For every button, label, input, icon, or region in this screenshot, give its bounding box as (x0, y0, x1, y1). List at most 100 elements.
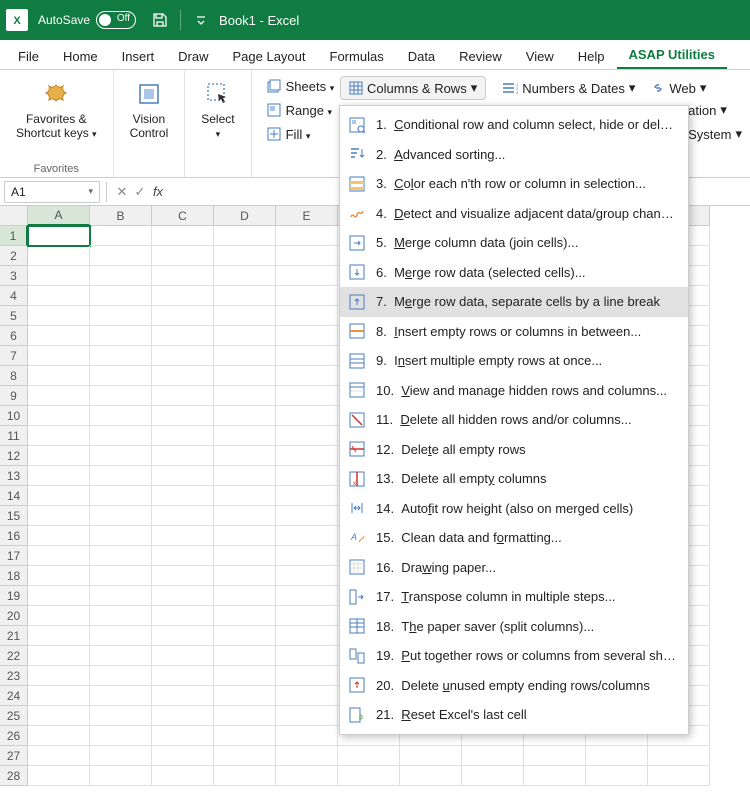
cell[interactable] (90, 526, 152, 546)
cell[interactable] (276, 306, 338, 326)
cell[interactable] (90, 506, 152, 526)
fill-button[interactable]: Fill ▾ (262, 124, 339, 144)
cell[interactable] (28, 406, 90, 426)
cell[interactable] (152, 526, 214, 546)
cell[interactable] (28, 346, 90, 366)
cell[interactable] (214, 566, 276, 586)
cell[interactable] (28, 566, 90, 586)
cell[interactable] (152, 246, 214, 266)
cell[interactable] (28, 466, 90, 486)
cell[interactable] (276, 226, 338, 246)
cell[interactable] (214, 666, 276, 686)
cell[interactable] (214, 686, 276, 706)
cell[interactable] (214, 366, 276, 386)
cell[interactable] (276, 586, 338, 606)
cell[interactable] (276, 646, 338, 666)
qat-customize-button[interactable] (191, 10, 211, 30)
cell[interactable] (214, 766, 276, 786)
cell[interactable] (152, 266, 214, 286)
cell[interactable] (276, 686, 338, 706)
tab-formulas[interactable]: Formulas (318, 43, 396, 69)
cell[interactable] (28, 386, 90, 406)
menu-item-insertmulti[interactable]: 9. Insert multiple empty rows at once... (340, 346, 688, 376)
cell[interactable] (90, 346, 152, 366)
cell[interactable] (152, 386, 214, 406)
menu-item-viewhidden[interactable]: 10. View and manage hidden rows and colu… (340, 376, 688, 406)
cell[interactable] (28, 586, 90, 606)
cell[interactable] (90, 546, 152, 566)
column-header[interactable]: C (152, 206, 214, 226)
vision-control-button[interactable]: VisionControl (124, 76, 175, 145)
name-box[interactable]: A1 ▾ (4, 181, 100, 203)
cell[interactable] (28, 706, 90, 726)
row-header[interactable]: 19 (0, 586, 28, 606)
cell[interactable] (28, 526, 90, 546)
cell[interactable] (28, 546, 90, 566)
cell[interactable] (90, 306, 152, 326)
cell[interactable] (152, 506, 214, 526)
cell[interactable] (90, 606, 152, 626)
row-header[interactable]: 20 (0, 606, 28, 626)
tab-asap-utilities[interactable]: ASAP Utilities (617, 41, 727, 69)
cell[interactable] (214, 586, 276, 606)
cell[interactable] (276, 426, 338, 446)
tab-help[interactable]: Help (566, 43, 617, 69)
row-header[interactable]: 10 (0, 406, 28, 426)
cell[interactable] (90, 626, 152, 646)
cell[interactable] (214, 546, 276, 566)
cell[interactable] (214, 606, 276, 626)
cell[interactable] (152, 726, 214, 746)
cell[interactable] (152, 706, 214, 726)
cell[interactable] (276, 566, 338, 586)
cell[interactable] (28, 326, 90, 346)
column-header[interactable]: B (90, 206, 152, 226)
menu-item-autofit[interactable]: 14. Autofit row height (also on merged c… (340, 494, 688, 524)
tab-page-layout[interactable]: Page Layout (221, 43, 318, 69)
cell[interactable] (152, 286, 214, 306)
cell[interactable] (214, 306, 276, 326)
cell[interactable] (90, 706, 152, 726)
menu-item-papersaver[interactable]: 18. The paper saver (split columns)... (340, 612, 688, 642)
cell[interactable] (90, 426, 152, 446)
cell[interactable] (276, 766, 338, 786)
cell[interactable] (152, 566, 214, 586)
row-header[interactable]: 21 (0, 626, 28, 646)
cell[interactable] (214, 246, 276, 266)
row-header[interactable]: 5 (0, 306, 28, 326)
cell[interactable] (152, 306, 214, 326)
cell[interactable] (586, 766, 648, 786)
cell[interactable] (152, 486, 214, 506)
cell[interactable] (90, 726, 152, 746)
cell[interactable] (152, 586, 214, 606)
cell[interactable] (214, 346, 276, 366)
row-header[interactable]: 8 (0, 366, 28, 386)
cell[interactable] (90, 446, 152, 466)
cell[interactable] (214, 506, 276, 526)
tab-view[interactable]: View (514, 43, 566, 69)
menu-item-mergecol[interactable]: 5. Merge column data (join cells)... (340, 228, 688, 258)
cell[interactable] (276, 466, 338, 486)
cell[interactable] (152, 226, 214, 246)
cell[interactable] (28, 686, 90, 706)
cell[interactable] (28, 746, 90, 766)
cell[interactable] (400, 746, 462, 766)
cell[interactable] (152, 766, 214, 786)
cell[interactable] (214, 406, 276, 426)
cell[interactable] (648, 766, 710, 786)
cell[interactable] (276, 246, 338, 266)
cell[interactable] (276, 286, 338, 306)
cell[interactable] (152, 626, 214, 646)
menu-item-transpose[interactable]: 17. Transpose column in multiple steps..… (340, 582, 688, 612)
menu-item-delemptyrows[interactable]: 12. Delete all empty rows (340, 435, 688, 465)
menu-item-delunused[interactable]: 20. Delete unused empty ending rows/colu… (340, 671, 688, 701)
cell[interactable] (214, 726, 276, 746)
tab-data[interactable]: Data (396, 43, 447, 69)
cell[interactable] (28, 606, 90, 626)
cell[interactable] (214, 326, 276, 346)
cell[interactable] (214, 466, 276, 486)
cell[interactable] (152, 446, 214, 466)
cell[interactable] (214, 266, 276, 286)
cell[interactable] (28, 506, 90, 526)
cell[interactable] (524, 746, 586, 766)
cell[interactable] (214, 226, 276, 246)
